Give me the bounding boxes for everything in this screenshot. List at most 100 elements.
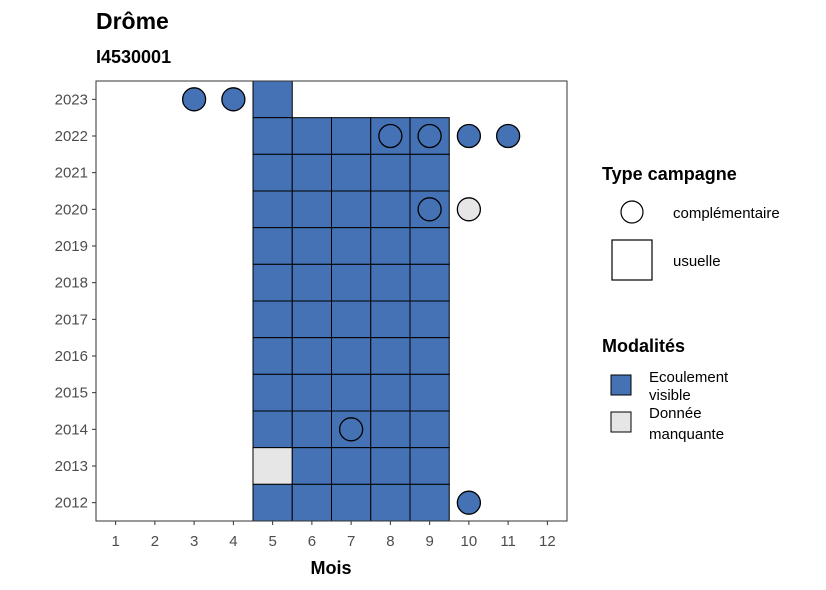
point-2023-3 [181, 87, 207, 112]
cell-2021-9 [409, 153, 450, 192]
cell-2012-9 [409, 483, 450, 522]
cell-2018-9 [409, 263, 450, 302]
cell-2021-7 [331, 153, 372, 192]
cell-2015-6 [291, 373, 332, 412]
cell-2020-8 [370, 190, 411, 229]
cell-2018-7 [331, 263, 372, 302]
cell-2012-8 [370, 483, 411, 522]
point-2012-10 [456, 490, 482, 515]
cell-2019-5 [252, 227, 293, 265]
legend-type-label-complementaire: complémentaire [673, 205, 780, 222]
point-2020-9 [417, 197, 442, 222]
cell-2019-6 [291, 227, 332, 265]
x-tick-label: 11 [500, 533, 516, 550]
cell-2021-5 [252, 153, 293, 192]
chart-subtitle: I4530001 [96, 47, 171, 67]
legend-type-title: Type campagne [602, 164, 737, 184]
point-2022-10 [456, 123, 482, 149]
x-tick-label: 5 [268, 533, 276, 550]
cell-2017-7 [331, 300, 372, 339]
legend-label-manquante-line1: Donnée [649, 405, 702, 422]
chart-title: Drôme [96, 8, 169, 34]
cell-2016-8 [370, 337, 411, 375]
legend-type-label-usuelle: usuelle [673, 253, 721, 270]
cell-2013-5 [252, 447, 293, 485]
y-tick-label: 2015 [55, 385, 88, 402]
x-tick-label: 9 [425, 533, 433, 550]
y-tick-label: 2012 [55, 495, 88, 512]
cell-2021-6 [291, 153, 332, 192]
y-tick-label: 2014 [55, 421, 88, 438]
cell-2015-8 [370, 373, 411, 412]
cell-2014-8 [370, 410, 411, 449]
cell-2012-6 [291, 483, 332, 522]
point-2014-7 [338, 417, 364, 442]
y-tick-label: 2019 [55, 238, 88, 255]
x-axis-title: Mois [310, 558, 351, 578]
x-tick-label: 1 [111, 533, 119, 550]
legend-label-manquante-line2: manquante [649, 426, 724, 443]
cell-2019-8 [370, 227, 411, 265]
cell-2018-8 [370, 263, 411, 302]
x-tick-label: 10 [461, 533, 478, 550]
cell-2023-5 [252, 80, 293, 119]
cell-2018-5 [252, 263, 293, 302]
y-tick-label: 2021 [55, 165, 88, 182]
y-tick-label: 2017 [55, 311, 88, 328]
cell-2013-6 [291, 447, 332, 485]
plot-panel-border [95, 80, 568, 522]
legend-circle-swatch [620, 200, 644, 224]
cell-2016-9 [409, 337, 450, 375]
cell-2022-5 [252, 117, 293, 155]
cell-2016-5 [252, 337, 293, 375]
cell-2013-9 [409, 447, 450, 485]
y-tick-label: 2013 [55, 458, 88, 475]
cell-2020-6 [291, 190, 332, 229]
cell-2019-9 [409, 227, 450, 265]
point-2023-4 [221, 87, 246, 112]
x-tick-label: 3 [190, 533, 198, 550]
point-2022-11 [495, 123, 521, 149]
cell-2014-9 [409, 410, 450, 449]
cell-2014-6 [291, 410, 332, 449]
x-tick-label: 6 [308, 533, 316, 550]
cell-2020-7 [331, 190, 372, 229]
point-2022-8 [378, 123, 403, 149]
legend-modalites-title: Modalités [602, 336, 685, 356]
y-tick-label: 2016 [55, 348, 88, 365]
legend-label-ecoulement-line2: visible [649, 387, 691, 404]
point-2020-10 [456, 197, 482, 222]
cell-2017-5 [252, 300, 293, 339]
x-axis: 1 2 3 4 5 6 7 8 9 10 11 12 [111, 521, 556, 550]
cell-2016-7 [331, 337, 372, 375]
cell-2016-6 [291, 337, 332, 375]
x-tick-label: 4 [229, 533, 237, 550]
point-2022-9 [417, 123, 442, 149]
y-tick-label: 2022 [55, 128, 88, 145]
y-tick-label: 2023 [55, 91, 88, 108]
cell-2022-6 [291, 117, 332, 155]
plot-cells [252, 80, 450, 522]
cell-2021-8 [370, 153, 411, 192]
cell-2018-6 [291, 263, 332, 302]
cell-2017-9 [409, 300, 450, 339]
cell-2015-9 [409, 373, 450, 412]
legend-modalites: Modalités Ecoulement visible Donnée manq… [602, 336, 729, 443]
cell-2013-7 [331, 447, 372, 485]
x-tick-label: 7 [347, 533, 355, 550]
y-tick-label: 2018 [55, 275, 88, 292]
cell-2017-6 [291, 300, 332, 339]
legend-label-ecoulement-line1: Ecoulement [649, 369, 729, 386]
plot-points [181, 87, 521, 515]
cell-2019-7 [331, 227, 372, 265]
cell-2022-7 [331, 117, 372, 155]
cell-2015-5 [252, 373, 293, 412]
x-tick-label: 8 [386, 533, 394, 550]
cell-2014-5 [252, 410, 293, 449]
y-axis: 2023 2022 2021 2020 2019 2018 2017 2016 2015 2014… [55, 91, 96, 512]
cell-2015-7 [331, 373, 372, 412]
cell-2012-7 [331, 483, 372, 522]
cell-2013-8 [370, 447, 411, 485]
x-tick-label: 2 [151, 533, 159, 550]
legend-swatch-ecoulement-visible [610, 374, 632, 396]
